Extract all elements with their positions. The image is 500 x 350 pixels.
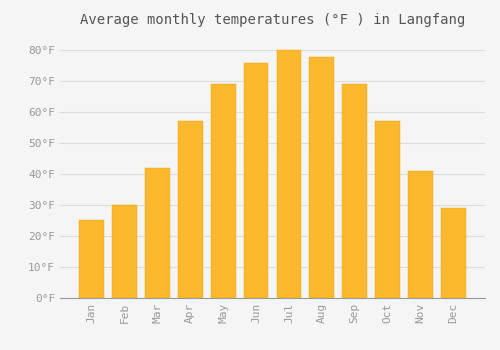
Bar: [211, 84, 236, 298]
Bar: [112, 205, 137, 298]
Bar: [244, 63, 268, 298]
Bar: [310, 57, 334, 298]
Bar: [342, 84, 367, 298]
Bar: [441, 208, 466, 298]
Bar: [80, 220, 104, 298]
Bar: [408, 171, 433, 298]
Bar: [376, 121, 400, 298]
Bar: [276, 50, 301, 298]
Bar: [145, 168, 170, 298]
Title: Average monthly temperatures (°F ) in Langfang: Average monthly temperatures (°F ) in La…: [80, 13, 465, 27]
Bar: [178, 121, 203, 298]
